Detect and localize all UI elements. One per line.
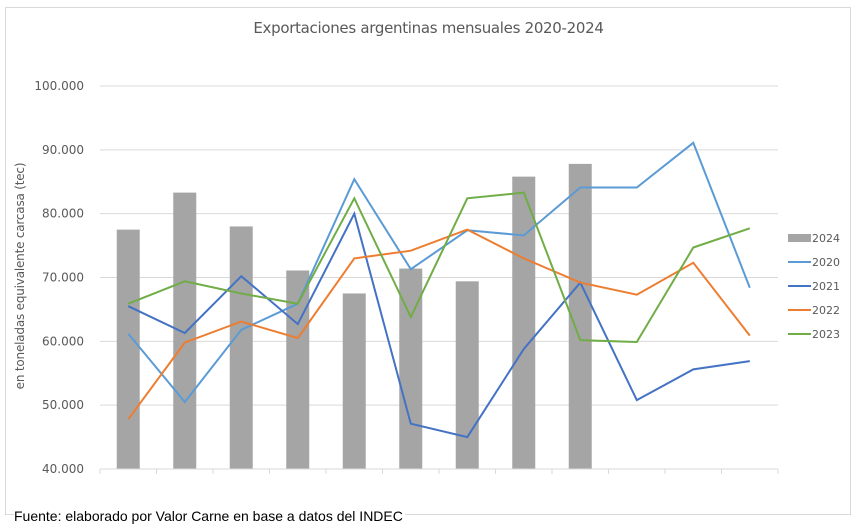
bar-2024 (399, 268, 423, 469)
y-tick-label: 100.000 (34, 79, 84, 93)
legend-item-2021: 2021 (788, 274, 840, 298)
line-2022 (127, 228, 751, 420)
bar-2024 (286, 270, 310, 469)
legend-label: 2023 (812, 327, 840, 341)
legend-label: 2020 (812, 255, 840, 269)
bar-2024 (229, 226, 253, 469)
chart-title: Exportaciones argentinas mensuales 2020-… (253, 19, 604, 37)
line-2021 (127, 210, 750, 439)
legend-item-2020: 2020 (788, 250, 840, 274)
y-tick-label: 90.000 (42, 143, 84, 157)
gridlines (100, 85, 778, 406)
legend-swatch (788, 261, 811, 263)
legend-item-2023: 2023 (788, 322, 840, 346)
legend-label: 2022 (812, 303, 840, 317)
line-2020 (127, 141, 751, 404)
line-series (127, 141, 751, 439)
y-tick-label: 70.000 (42, 271, 84, 285)
legend-label: 2024 (812, 231, 840, 245)
y-tick-label: 80.000 (42, 207, 84, 221)
bar-2024 (116, 229, 140, 469)
chart-frame (5, 7, 851, 515)
bar-2024 (455, 281, 479, 469)
x-axis (99, 468, 779, 474)
bar-2024 (173, 192, 197, 469)
bar-2024 (568, 163, 592, 470)
legend-label: 2021 (812, 279, 840, 293)
legend-swatch (788, 234, 811, 242)
legend-item-2024: 2024 (788, 226, 840, 250)
line-2023 (127, 191, 751, 344)
y-tick-label: 50.000 (42, 398, 84, 412)
y-tick-label: 60.000 (42, 334, 84, 348)
legend: 2024 2020 2021 2022 2023 (788, 226, 840, 346)
y-tick-labels: 40.000 50.000 60.000 70.000 80.000 90.000 100.… (34, 79, 84, 476)
bars-2024 (116, 163, 592, 470)
y-tick-label: 40.000 (42, 462, 84, 476)
legend-item-2022: 2022 (788, 298, 840, 322)
bar-2024 (512, 176, 536, 470)
bar-2024 (342, 293, 366, 469)
source-note: Fuente: elaborado por Valor Carne en bas… (14, 508, 405, 524)
legend-swatch (788, 333, 811, 335)
legend-swatch (788, 285, 811, 287)
legend-swatch (788, 309, 811, 311)
